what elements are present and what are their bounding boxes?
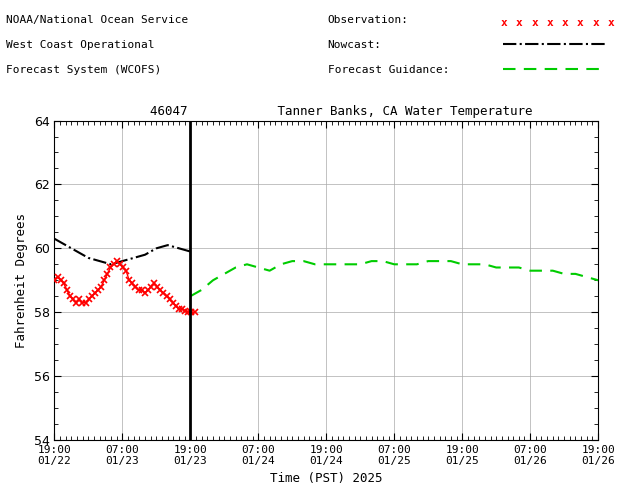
Text: Forecast Guidance:: Forecast Guidance: bbox=[328, 65, 449, 75]
Y-axis label: Fahrenheit Degrees: Fahrenheit Degrees bbox=[15, 213, 28, 348]
Text: x: x bbox=[546, 18, 553, 28]
Title:     46047            Tanner Banks, CA Water Temperature: 46047 Tanner Banks, CA Water Temperature bbox=[120, 105, 532, 118]
Text: x: x bbox=[562, 18, 569, 28]
Text: x: x bbox=[608, 18, 614, 28]
Text: Forecast System (WCOFS): Forecast System (WCOFS) bbox=[6, 65, 161, 75]
Text: Observation:: Observation: bbox=[328, 15, 409, 25]
Text: West Coast Operational: West Coast Operational bbox=[6, 40, 155, 50]
Text: x: x bbox=[592, 18, 599, 28]
Text: Nowcast:: Nowcast: bbox=[328, 40, 382, 50]
Text: x: x bbox=[531, 18, 538, 28]
Text: x: x bbox=[516, 18, 523, 28]
Text: NOAA/National Ocean Service: NOAA/National Ocean Service bbox=[6, 15, 188, 25]
Text: x: x bbox=[577, 18, 584, 28]
X-axis label: Time (PST) 2025: Time (PST) 2025 bbox=[270, 472, 382, 485]
Text: x: x bbox=[501, 18, 507, 28]
